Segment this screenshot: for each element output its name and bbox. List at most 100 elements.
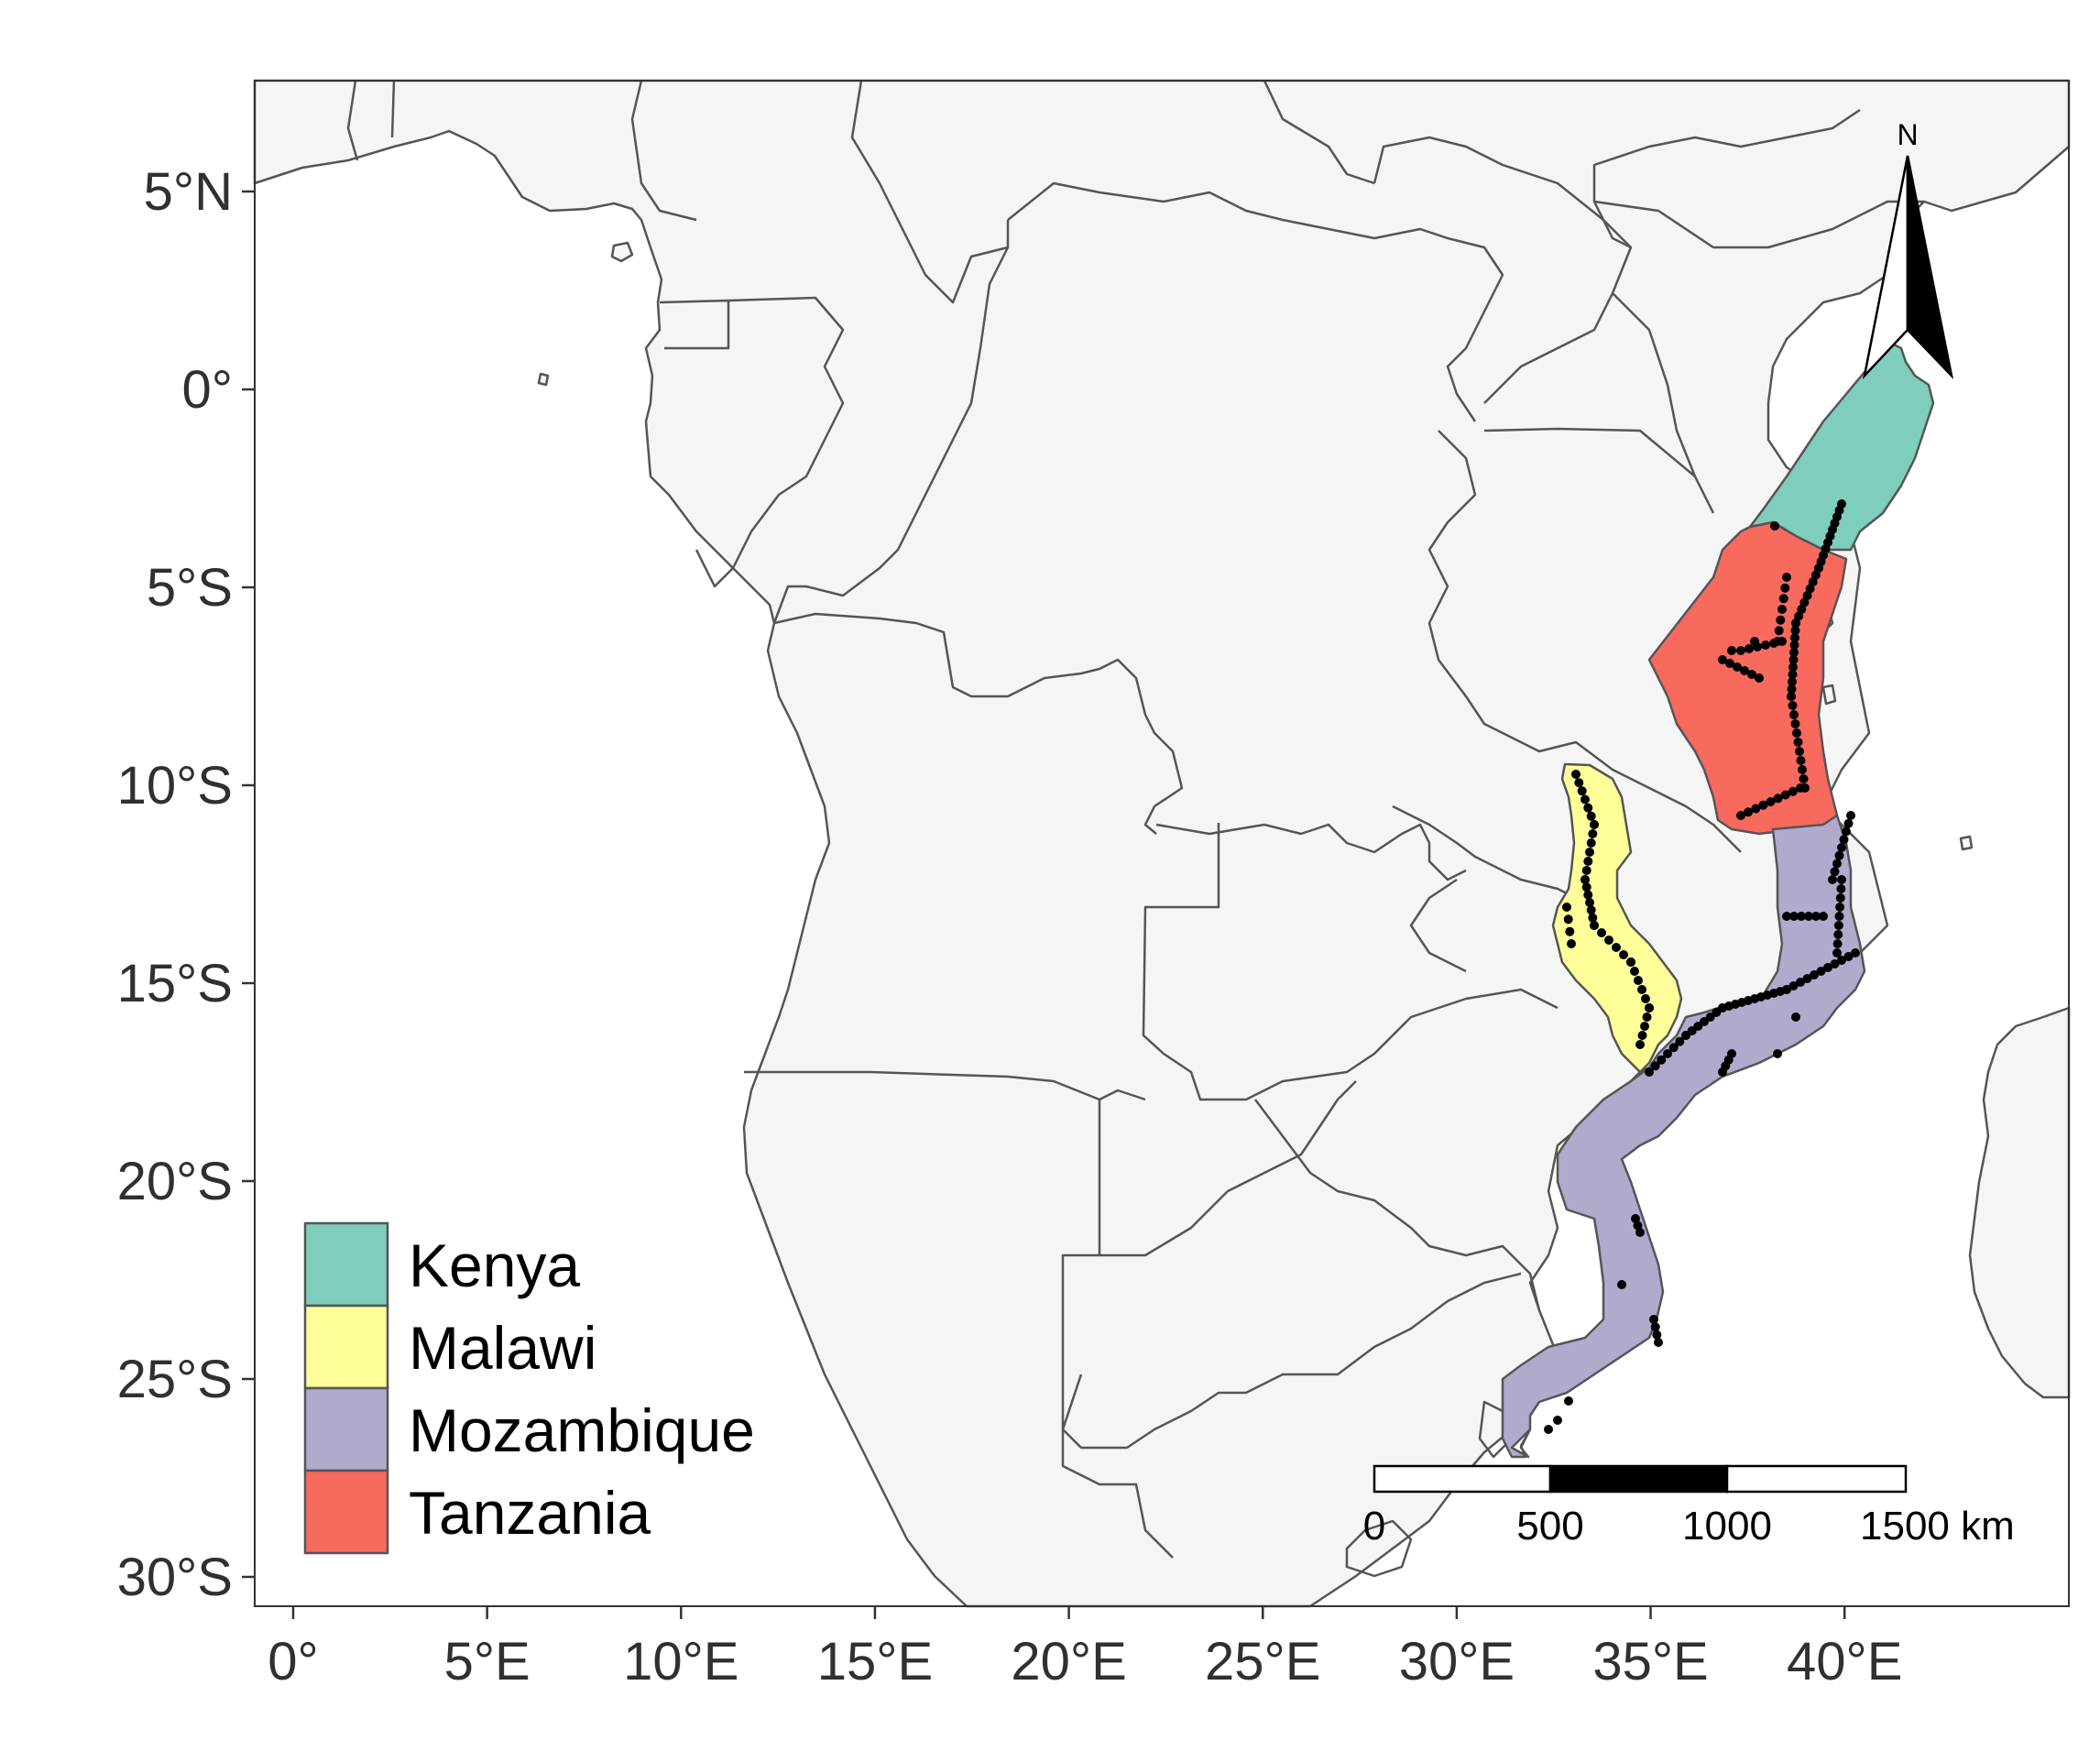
occurrence-point — [1799, 774, 1809, 783]
y-axis: 5°N 0° 5°S 10°S 15°S 20°S 25°S 30°S — [117, 162, 255, 1607]
occurrence-point — [1790, 719, 1800, 728]
occurrence-point — [1823, 963, 1832, 972]
occurrence-point — [1802, 974, 1812, 983]
occurrence-point — [1828, 875, 1837, 884]
occurrence-point — [1766, 797, 1776, 806]
occurrence-point — [1761, 640, 1770, 650]
x-axis-tick-label: 10°E — [623, 1632, 738, 1691]
occurrence-point — [1597, 928, 1606, 937]
occurrence-point — [1585, 898, 1594, 907]
occurrence-point — [1788, 677, 1797, 686]
occurrence-point — [1796, 783, 1805, 793]
occurrence-point — [1789, 640, 1799, 650]
x-axis-tick-label: 5°E — [444, 1632, 530, 1691]
border-line — [1142, 823, 1559, 1101]
occurrence-point — [1837, 843, 1846, 852]
occurrence-point — [1769, 639, 1778, 648]
y-axis-tick-label: 30°S — [117, 1548, 233, 1607]
occurrence-points — [1544, 499, 1860, 1434]
occurrence-point — [1770, 521, 1779, 531]
occurrence-point — [1796, 756, 1806, 765]
occurrence-point — [1747, 670, 1756, 679]
occurrence-point — [1834, 850, 1844, 860]
occurrence-point — [1563, 914, 1573, 925]
y-axis-tick-label: 10°S — [117, 756, 233, 815]
occurrence-point — [1811, 912, 1821, 921]
occurrence-point — [1663, 1049, 1672, 1058]
occurrence-point — [1797, 605, 1807, 614]
border-line — [346, 80, 359, 161]
y-axis-tick-label: 20°S — [117, 1152, 233, 1211]
occurrence-point — [1645, 1003, 1654, 1012]
legend-label-kenya: Kenya — [409, 1231, 580, 1299]
border-line — [1612, 292, 1715, 514]
scale-bar-segment — [1373, 1464, 1552, 1494]
occurrence-point — [1798, 765, 1807, 774]
border-line — [1155, 823, 1467, 881]
occurrence-point — [1583, 890, 1593, 900]
y-axis-tick-label: 0° — [182, 360, 233, 420]
legend-label-tanzania: Tanzania — [409, 1479, 651, 1547]
occurrence-point — [1780, 790, 1790, 800]
occurrence-point — [1851, 948, 1860, 958]
occurrence-point — [1787, 684, 1797, 694]
border-line — [772, 246, 1010, 624]
occurrence-point — [1565, 926, 1575, 936]
occurrence-point — [1777, 605, 1787, 614]
sao-tome-island — [537, 372, 550, 387]
occurrence-point — [1617, 1280, 1626, 1289]
occurrence-point — [1574, 778, 1584, 788]
occurrence-point — [1567, 939, 1576, 948]
madagascar-landmass — [1968, 1006, 2071, 1399]
occurrence-point — [1588, 913, 1598, 923]
occurrence-point — [1791, 618, 1800, 628]
occurrence-point — [1846, 811, 1855, 820]
occurrence-point — [1588, 829, 1598, 838]
occurrence-point — [1797, 912, 1806, 921]
occurrence-point — [1792, 728, 1801, 738]
occurrence-point — [1586, 811, 1596, 821]
border-line — [1007, 181, 1504, 422]
country-malawi — [1551, 762, 1683, 1074]
y-axis-tick-label: 5°S — [147, 558, 233, 618]
occurrence-point — [1668, 1043, 1679, 1053]
scale-bar-segment — [1725, 1464, 1908, 1494]
border-line — [1592, 108, 1861, 249]
occurrence-point — [1794, 611, 1804, 621]
occurrence-point — [1810, 970, 1819, 979]
occurrence-point — [1843, 818, 1854, 828]
occurrence-point — [1744, 807, 1754, 817]
x-axis-tick-label: 35°E — [1592, 1632, 1708, 1691]
mafia-island — [1821, 684, 1837, 706]
x-axis-tick-label: 40°E — [1787, 1632, 1902, 1691]
occurrence-point — [1789, 648, 1799, 657]
occurrence-point — [1804, 912, 1813, 921]
occurrence-point — [1590, 921, 1599, 930]
border-line — [1263, 80, 1375, 185]
occurrence-point — [1816, 967, 1826, 976]
occurrence-point — [1745, 644, 1754, 653]
bioko-island — [610, 241, 634, 263]
occurrence-point — [1580, 875, 1590, 884]
occurrence-point — [1581, 866, 1591, 875]
occurrence-point — [1619, 950, 1628, 959]
occurrence-point — [1544, 1425, 1553, 1434]
border-line — [695, 296, 845, 588]
border-line — [659, 299, 730, 350]
occurrence-point — [1645, 1067, 1654, 1077]
x-axis-tick-label: 15°E — [817, 1632, 933, 1691]
occurrence-point — [1640, 1022, 1649, 1031]
legend: Kenya Malawi Mozambique Tanzania — [303, 1221, 755, 1555]
x-axis: 0° 5°E 10°E 15°E 20°E 25°E 30°E 35°E 40°E — [268, 1606, 1902, 1691]
occurrence-point — [1790, 626, 1800, 635]
occurrence-point — [1657, 1055, 1667, 1065]
occurrence-point — [1837, 875, 1846, 884]
north-arrow-right-half — [1906, 155, 1954, 379]
border-line — [630, 80, 697, 222]
occurrence-point — [1733, 662, 1742, 672]
occurrence-point — [1788, 655, 1799, 664]
occurrence-point — [1654, 1338, 1663, 1347]
occurrence-point — [1604, 936, 1613, 945]
occurrence-point — [1835, 893, 1845, 903]
occurrence-point — [1791, 1012, 1800, 1022]
